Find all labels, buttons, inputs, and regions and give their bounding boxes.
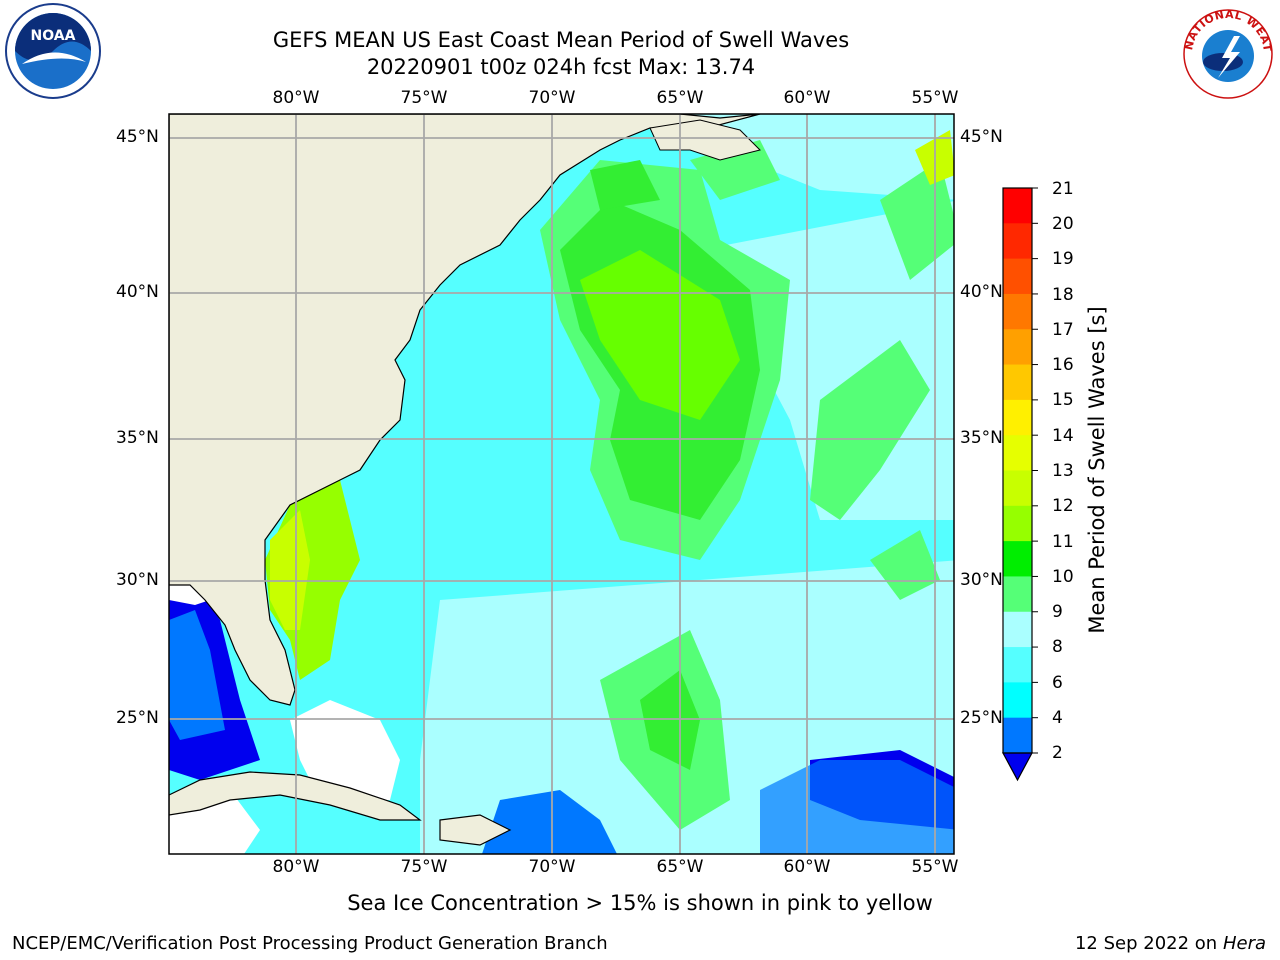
lat-label-left: 30°N (116, 570, 159, 590)
colorbar (1001, 187, 1038, 782)
lon-label-bottom: 60°W (783, 857, 831, 877)
colorbar-title: Mean Period of Swell Waves [s] (1085, 306, 1109, 634)
lat-label-left: 45°N (116, 127, 159, 147)
colorbar-tick-label: 13 (1052, 461, 1074, 481)
colorbar-swatch (1003, 717, 1032, 754)
map-area (169, 114, 954, 854)
colorbar-swatch (1003, 470, 1032, 507)
colorbar-swatch (1003, 647, 1032, 683)
colorbar-tick-label: 6 (1052, 673, 1063, 693)
colorbar-swatch (1003, 611, 1032, 648)
colorbar-swatch (1003, 258, 1032, 295)
lat-label-left: 35°N (116, 428, 159, 448)
colorbar-tick-label: 16 (1052, 355, 1074, 375)
colorbar-tick-label: 18 (1052, 285, 1074, 305)
colorbar-tick-label: 19 (1052, 249, 1074, 269)
land-north-america (169, 114, 761, 706)
swell-region-2-4-caribbean (482, 790, 617, 854)
colorbar-tick-label: 20 (1052, 214, 1074, 234)
colorbar-tick-label: 2 (1052, 743, 1063, 763)
colorbar-tick-marks (1032, 187, 1038, 754)
colorbar-swatch (1003, 435, 1032, 471)
lon-label-bottom: 65°W (656, 857, 704, 877)
swell-region-13-14-coast (270, 510, 310, 630)
colorbar-tick-label: 21 (1052, 179, 1074, 199)
lat-label-right: 25°N (960, 708, 1003, 728)
lon-label-top: 80°W (272, 88, 320, 108)
chart-subtitle: 20220901 t00z 024h fcst Max: 13.74 (366, 55, 756, 79)
lat-label-right: 35°N (960, 428, 1003, 448)
no-data-area-bahamas (290, 700, 400, 800)
colorbar-tick-label: 4 (1052, 708, 1063, 728)
colorbar-swatch (1003, 399, 1032, 436)
colorbar-extend-triangle (1001, 752, 1034, 782)
lat-label-left: 40°N (116, 282, 159, 302)
lon-label-bottom: 80°W (272, 857, 320, 877)
swell-region-9-10-southeast (870, 530, 940, 600)
footer-date-text: 12 Sep 2022 on (1074, 933, 1218, 954)
map-graticule (169, 114, 954, 854)
colorbar-swatch (1003, 505, 1032, 542)
lon-label-bottom: 75°W (400, 857, 448, 877)
colorbar-tick-label: 12 (1052, 496, 1074, 516)
colorbar-tick-label: 11 (1052, 532, 1074, 552)
noaa-logo: NOAA (5, 3, 101, 99)
lon-label-top: 60°W (783, 88, 831, 108)
colorbar-swatch (1003, 188, 1032, 224)
swell-region-2-4-gulf (169, 610, 225, 740)
footer-date: 12 Sep 2022 on Hera (1075, 933, 1266, 954)
swell-region-10-11-north (590, 160, 660, 210)
colorbar-swatches (1003, 188, 1032, 754)
lat-label-right: 30°N (960, 570, 1003, 590)
no-data-area-north-gulf (169, 580, 210, 605)
colorbar-tick-label: 9 (1052, 602, 1063, 622)
nws-logo: NATIONAL WEATHER SERVICE (1178, 2, 1274, 99)
lat-label-left: 25°N (116, 708, 159, 728)
lon-label-top: 75°W (400, 88, 448, 108)
colorbar-swatch (1003, 293, 1032, 330)
map-frame (168, 113, 955, 855)
colorbar-swatch (1003, 364, 1032, 401)
lon-label-bottom: 55°W (911, 857, 959, 877)
lon-label-top: 55°W (911, 88, 959, 108)
footer-machine: Hera (1222, 933, 1266, 954)
lon-label-top: 70°W (528, 88, 576, 108)
colorbar-swatch (1003, 576, 1032, 613)
footer-organization: NCEP/EMC/Verification Post Processing Pr… (12, 933, 608, 954)
noaa-logo-text: NOAA (31, 28, 76, 44)
colorbar-tick-label: 8 (1052, 637, 1063, 657)
swell-region-10-11-south (640, 670, 700, 770)
lat-label-right: 40°N (960, 282, 1003, 302)
land-nova-scotia (649, 119, 761, 161)
swell-region-9-10-east (810, 340, 930, 520)
chart-title: GEFS MEAN US East Coast Mean Period of S… (272, 28, 850, 52)
colorbar-swatch (1003, 329, 1032, 366)
lon-label-top: 65°W (656, 88, 704, 108)
colorbar-tick-label: 14 (1052, 426, 1074, 446)
colorbar-swatch (1003, 541, 1032, 577)
lat-label-right: 45°N (960, 127, 1003, 147)
swell-region-2-4-southeast (760, 760, 954, 854)
colorbar-tick-label: 17 (1052, 320, 1074, 340)
colorbar-swatch (1003, 223, 1032, 260)
colorbar-tick-label: 15 (1052, 390, 1074, 410)
colorbar-swatch (1003, 682, 1032, 719)
land-hispaniola (439, 814, 512, 846)
lon-label-bottom: 70°W (528, 857, 576, 877)
land-cuba (169, 771, 422, 821)
swell-region-8-9-north (680, 114, 954, 200)
colorbar-tick-label: 10 (1052, 567, 1074, 587)
sea-ice-note: Sea Ice Concentration > 15% is shown in … (347, 891, 933, 915)
